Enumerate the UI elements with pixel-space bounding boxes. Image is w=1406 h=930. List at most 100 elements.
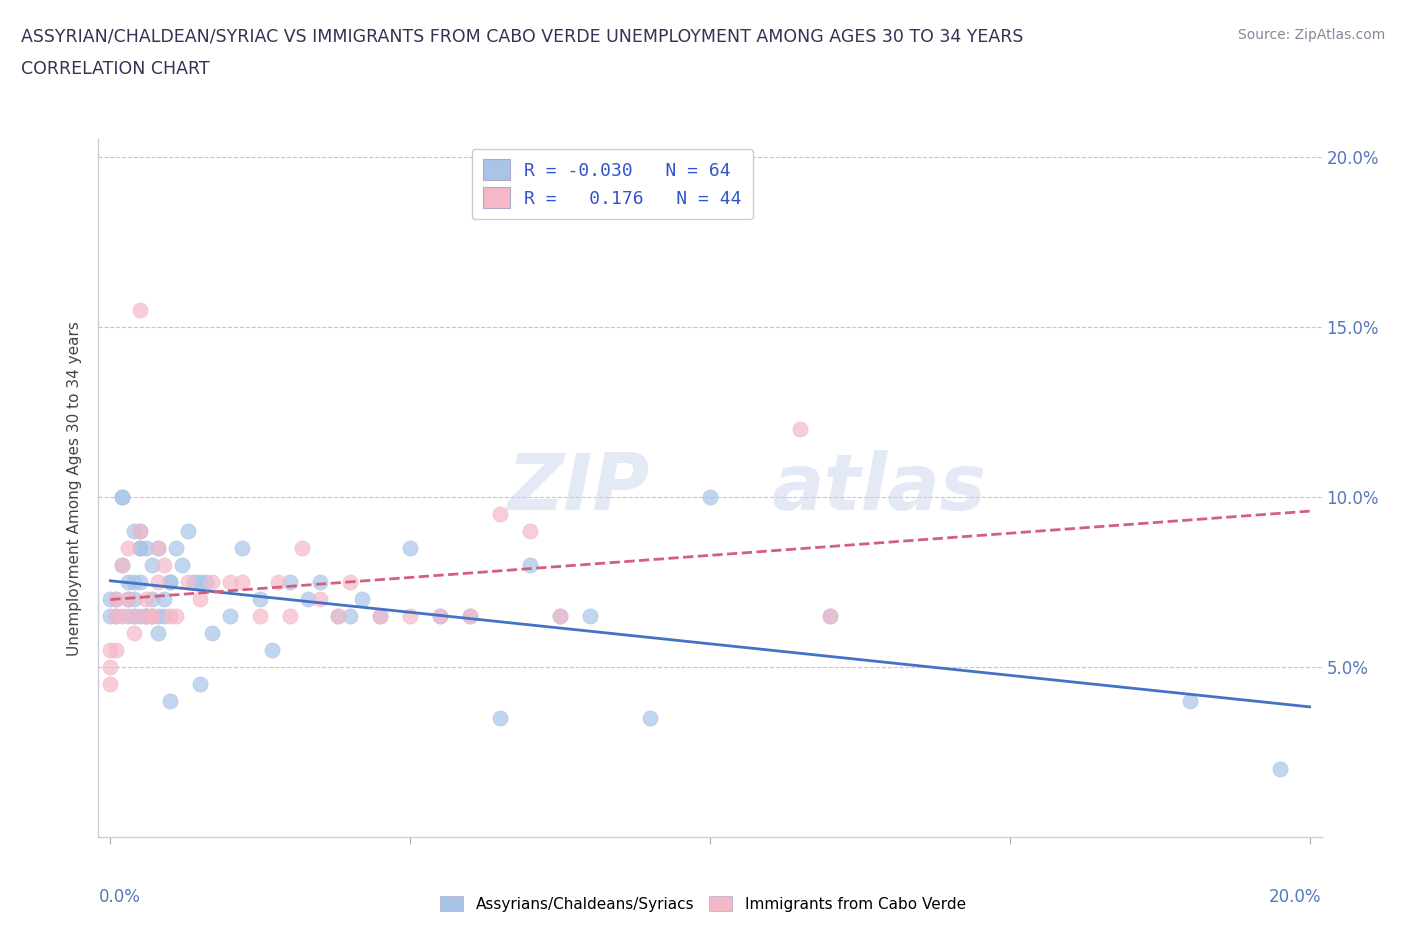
Point	[177, 524, 200, 538]
Point	[195, 575, 218, 590]
Point	[135, 540, 157, 555]
Point	[129, 540, 152, 555]
Point	[148, 608, 170, 623]
Point	[124, 625, 146, 640]
Point	[124, 524, 146, 538]
Point	[429, 608, 451, 623]
Point	[117, 591, 139, 606]
Point	[153, 608, 176, 623]
Point	[548, 608, 571, 623]
Point	[231, 540, 253, 555]
Point	[328, 608, 350, 623]
Text: ASSYRIAN/CHALDEAN/SYRIAC VS IMMIGRANTS FROM CABO VERDE UNEMPLOYMENT AMONG AGES 3: ASSYRIAN/CHALDEAN/SYRIAC VS IMMIGRANTS F…	[21, 28, 1024, 46]
Point	[429, 608, 451, 623]
Point	[519, 557, 541, 572]
Point	[117, 540, 139, 555]
Point	[188, 676, 211, 691]
Point	[100, 659, 122, 674]
Point	[111, 557, 134, 572]
Point	[399, 608, 422, 623]
Point	[111, 557, 134, 572]
Text: CORRELATION CHART: CORRELATION CHART	[21, 60, 209, 78]
Point	[818, 608, 841, 623]
Y-axis label: Unemployment Among Ages 30 to 34 years: Unemployment Among Ages 30 to 34 years	[67, 321, 83, 656]
Point	[141, 608, 163, 623]
Point	[291, 540, 314, 555]
Point	[148, 625, 170, 640]
Point	[124, 608, 146, 623]
Point	[1268, 762, 1291, 777]
Point	[519, 524, 541, 538]
Point	[100, 608, 122, 623]
Point	[165, 608, 187, 623]
Point	[135, 608, 157, 623]
Point	[141, 608, 163, 623]
Text: atlas: atlas	[772, 450, 986, 526]
Point	[188, 591, 211, 606]
Point	[117, 608, 139, 623]
Point	[148, 575, 170, 590]
Point	[159, 694, 181, 709]
Point	[172, 557, 194, 572]
Point	[201, 625, 224, 640]
Point	[489, 711, 512, 725]
Point	[105, 643, 128, 658]
Point	[219, 608, 242, 623]
Point	[148, 540, 170, 555]
Point	[309, 591, 332, 606]
Point	[278, 575, 301, 590]
Point	[183, 575, 205, 590]
Point	[111, 489, 134, 504]
Point	[262, 643, 284, 658]
Point	[548, 608, 571, 623]
Point	[399, 540, 422, 555]
Legend: R = -0.030   N = 64, R =   0.176   N = 44: R = -0.030 N = 64, R = 0.176 N = 44	[472, 149, 752, 219]
Point	[129, 524, 152, 538]
Point	[458, 608, 481, 623]
Point	[249, 608, 271, 623]
Point	[339, 575, 361, 590]
Point	[153, 591, 176, 606]
Point	[124, 591, 146, 606]
Point	[201, 575, 224, 590]
Point	[219, 575, 242, 590]
Text: 0.0%: 0.0%	[98, 888, 141, 906]
Point	[818, 608, 841, 623]
Point	[638, 711, 661, 725]
Point	[111, 489, 134, 504]
Point	[124, 608, 146, 623]
Point	[129, 524, 152, 538]
Point	[297, 591, 319, 606]
Point	[789, 421, 811, 436]
Point	[129, 302, 152, 317]
Point	[159, 608, 181, 623]
Point	[352, 591, 374, 606]
Point	[129, 608, 152, 623]
Point	[339, 608, 361, 623]
Point	[135, 608, 157, 623]
Point	[124, 575, 146, 590]
Point	[231, 575, 253, 590]
Point	[177, 575, 200, 590]
Point	[135, 608, 157, 623]
Text: 20.0%: 20.0%	[1270, 888, 1322, 906]
Point	[153, 557, 176, 572]
Point	[165, 540, 187, 555]
Point	[699, 489, 721, 504]
Point	[267, 575, 290, 590]
Point	[368, 608, 391, 623]
Point	[100, 643, 122, 658]
Point	[111, 608, 134, 623]
Point	[159, 575, 181, 590]
Point	[309, 575, 332, 590]
Point	[117, 591, 139, 606]
Point	[579, 608, 602, 623]
Point	[105, 608, 128, 623]
Point	[100, 676, 122, 691]
Point	[100, 591, 122, 606]
Point	[129, 540, 152, 555]
Text: ZIP: ZIP	[506, 450, 650, 526]
Point	[159, 575, 181, 590]
Point	[1178, 694, 1201, 709]
Point	[135, 591, 157, 606]
